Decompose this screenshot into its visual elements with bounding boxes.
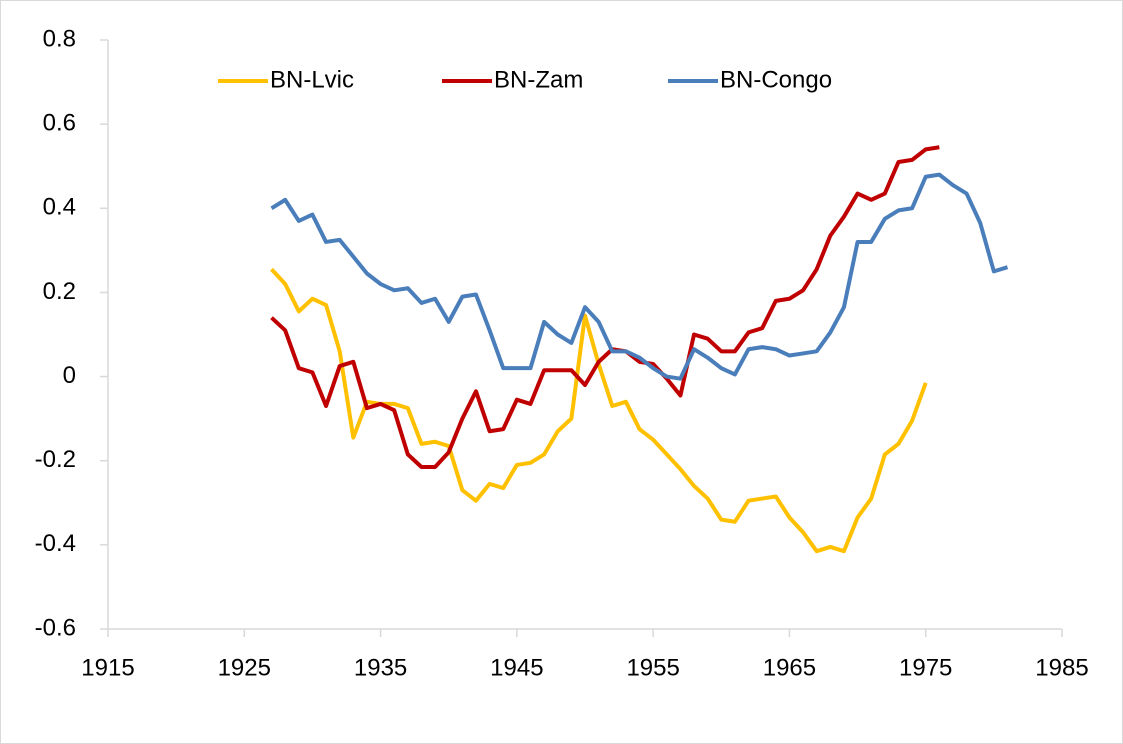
x-tick-label: 1965 <box>763 654 816 681</box>
y-tick-label: 0 <box>63 362 76 389</box>
y-tick-label: -0.4 <box>35 530 76 557</box>
y-tick-label: 0.8 <box>43 25 76 52</box>
legend-label: BN-Lvic <box>270 66 354 93</box>
y-tick-label: -0.6 <box>35 614 76 641</box>
y-tick-label: 0.6 <box>43 109 76 136</box>
y-tick-label: -0.2 <box>35 446 76 473</box>
x-tick-label: 1975 <box>899 654 952 681</box>
x-tick-label: 1985 <box>1035 654 1088 681</box>
y-tick-label: 0.4 <box>43 194 76 221</box>
legend-label: BN-Zam <box>494 66 583 93</box>
series-line <box>270 145 940 470</box>
legend-label: BN-Congo <box>720 66 832 93</box>
x-tick-label: 1915 <box>81 654 134 681</box>
x-tick-label: 1935 <box>354 654 407 681</box>
x-tick-label: 1945 <box>490 654 543 681</box>
x-tick-label: 1925 <box>218 654 271 681</box>
x-tick-label: 1955 <box>626 654 679 681</box>
y-tick-label: 0.2 <box>43 278 76 305</box>
series-line <box>270 172 1009 381</box>
